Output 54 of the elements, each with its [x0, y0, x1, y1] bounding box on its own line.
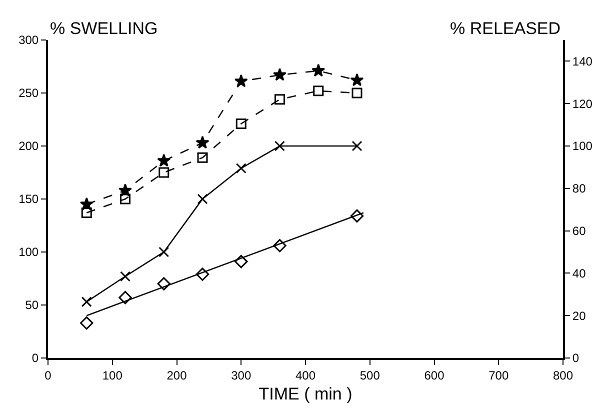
- point: [350, 209, 364, 223]
- point: [80, 316, 94, 330]
- y2-tick-label: 20: [572, 308, 586, 323]
- x-tick-label: 0: [44, 368, 52, 382]
- point: [274, 94, 285, 105]
- point: [350, 73, 364, 86]
- point: [352, 140, 362, 152]
- point: [236, 118, 246, 129]
- point: [313, 86, 324, 96]
- x-tick-label: 600: [424, 368, 445, 382]
- y2-tick-label: 40: [572, 266, 586, 280]
- y-tick-label: 0: [32, 351, 39, 366]
- y-tick-label: 150: [18, 192, 39, 206]
- y2-tick-label: 140: [572, 54, 593, 68]
- x-tick-label: 700: [488, 368, 509, 382]
- y2-tick-label: 0: [572, 351, 580, 366]
- point: [120, 194, 130, 204]
- point: [157, 154, 171, 167]
- y-tick-label: 200: [18, 139, 39, 154]
- point: [81, 208, 92, 218]
- point: [158, 246, 170, 258]
- x-tick-label: 400: [295, 368, 316, 382]
- y2-tick-label: 80: [572, 182, 586, 196]
- point: [234, 254, 248, 268]
- point: [234, 74, 248, 88]
- y-tick-label: 50: [25, 298, 39, 312]
- point: [120, 271, 130, 282]
- point: [236, 163, 246, 174]
- y-tick-label: 250: [18, 86, 39, 100]
- y2-tick-label: 100: [572, 139, 593, 154]
- x-tick-label: 300: [231, 368, 252, 382]
- x-axis-title: TIME ( min ): [258, 384, 352, 404]
- point: [157, 277, 170, 290]
- point: [196, 136, 210, 149]
- y-axis-title: % SWELLING: [50, 19, 158, 38]
- point: [274, 140, 285, 152]
- point: [352, 88, 362, 98]
- point: [197, 152, 208, 163]
- point: [273, 239, 286, 252]
- point: [196, 268, 210, 281]
- x-tick-label: 800: [552, 368, 574, 382]
- x-tick-label: 200: [166, 368, 188, 382]
- y2-tick-label: 120: [572, 96, 593, 111]
- point: [273, 68, 286, 81]
- point: [118, 290, 132, 304]
- y-tick-label: 100: [18, 245, 39, 260]
- point: [81, 296, 92, 308]
- y2-axis-title: % RELEASED: [450, 19, 561, 38]
- x-tick-label: 500: [360, 368, 380, 382]
- y-tick-label: 300: [18, 33, 39, 48]
- y2-tick-label: 60: [572, 224, 586, 238]
- point: [312, 64, 326, 77]
- x-tick-label: 100: [102, 368, 123, 382]
- point: [158, 167, 170, 178]
